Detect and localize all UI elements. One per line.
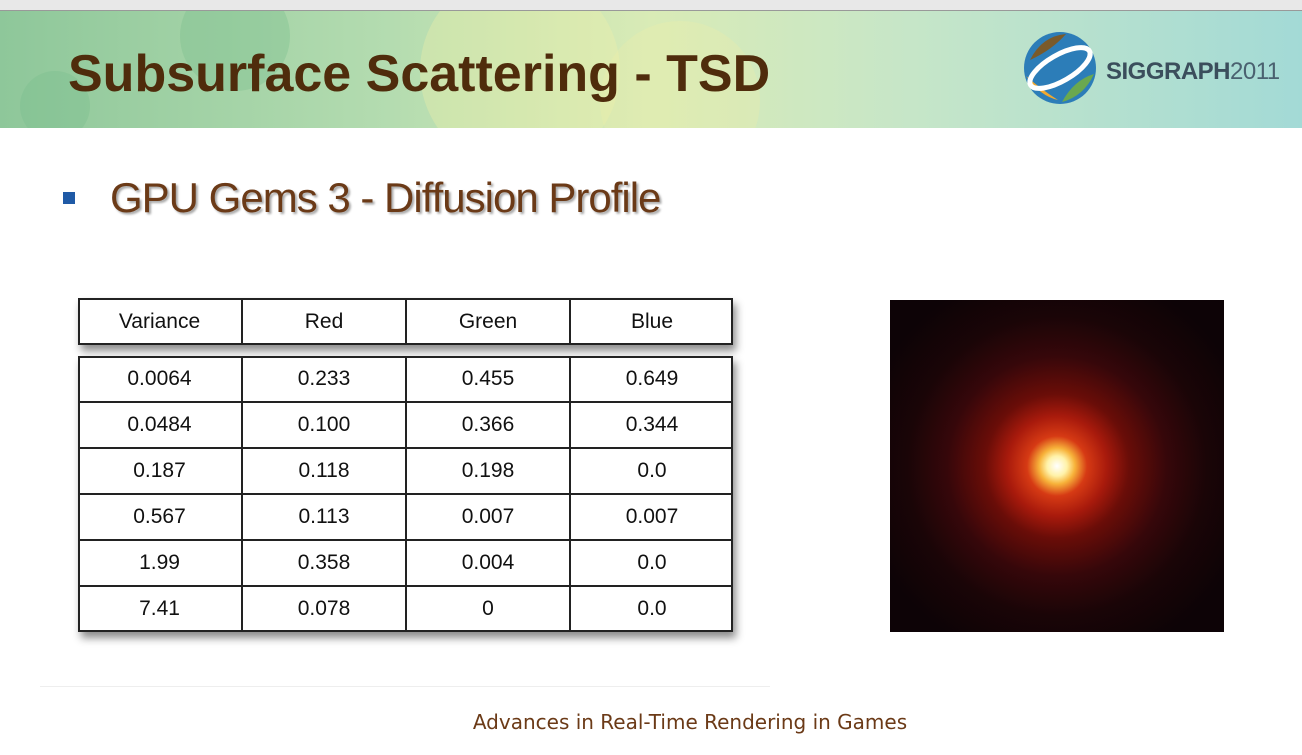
footer: Advances in Real-Time Rendering in Games	[472, 710, 908, 734]
table-cell: 0.366	[405, 402, 569, 448]
column-header: Red	[241, 298, 405, 345]
table-cell: 0.0	[569, 448, 733, 494]
table-cell: 0.100	[241, 402, 405, 448]
table-header: Variance Red Green Blue	[78, 298, 733, 345]
row-divider	[80, 585, 731, 587]
table-cell: 0.0	[569, 586, 733, 632]
column-header: Variance	[118, 309, 201, 333]
table-cell: 0.078	[241, 586, 405, 632]
table-body: 0.0064 0.233 0.455 0.649 0.0484 0.100 0.366 0.3…	[78, 356, 733, 632]
column-header: Blue	[569, 298, 733, 345]
column-header: Green	[405, 298, 569, 345]
bullet-marker	[63, 192, 75, 204]
table-cell: 0.118	[241, 448, 405, 494]
footer-rule	[40, 686, 770, 687]
table-cell: 0.187	[133, 459, 186, 482]
table-cell: 0.007	[569, 494, 733, 540]
table-cell: 0.344	[569, 402, 733, 448]
table-cell: 0.198	[405, 448, 569, 494]
table-cell: 0.649	[569, 356, 733, 402]
table-cell: 0.0	[569, 540, 733, 586]
table-cell: 0.567	[133, 505, 186, 528]
logo-icon	[1024, 32, 1096, 104]
table-cell: 0.0064	[127, 367, 192, 390]
table-cell: 0.113	[241, 494, 405, 540]
table-cell: 0.007	[405, 494, 569, 540]
row-divider	[80, 493, 731, 495]
table-cell: 7.41	[139, 597, 180, 620]
logo-text: SIGGRAPH2011	[1106, 58, 1280, 86]
row-divider	[80, 447, 731, 449]
table-cell: 0.004	[405, 540, 569, 586]
table-cell: 1.99	[139, 551, 180, 574]
table-cell: 0.0484	[127, 413, 192, 436]
row-divider	[80, 401, 731, 403]
toolbar	[0, 0, 1302, 11]
row-divider	[80, 539, 731, 541]
bullet-text: GPU Gems 3 - Diffusion Profile	[110, 174, 661, 221]
table-cell: 0.233	[241, 356, 405, 402]
decor	[20, 71, 90, 128]
table-cell: 0.358	[241, 540, 405, 586]
table-cell: 0.455	[405, 356, 569, 402]
logo-year: 2011	[1230, 58, 1280, 85]
table-cell: 0	[405, 586, 569, 632]
slide-title: Subsurface Scattering - TSD	[68, 45, 771, 103]
diffusion-image	[890, 300, 1224, 632]
decor	[420, 11, 620, 128]
logo-name: SIGGRAPH	[1106, 58, 1231, 85]
